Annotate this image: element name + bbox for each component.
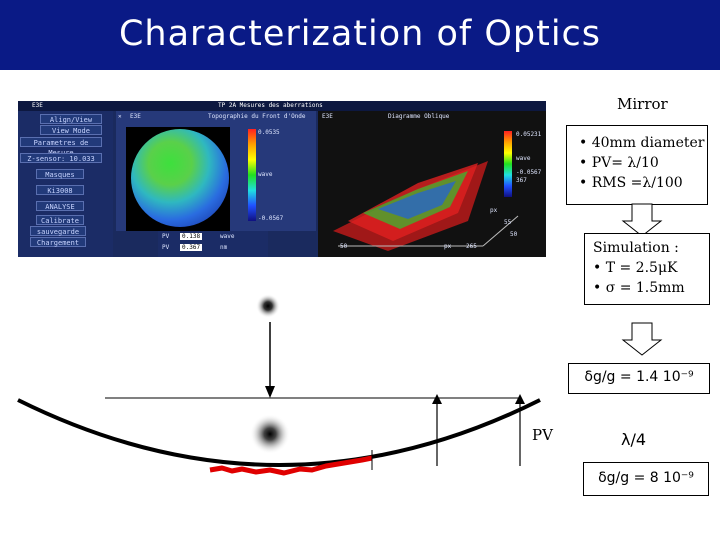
view-mode-button[interactable]: View Mode	[40, 125, 102, 135]
scale1-top: 0.0535	[258, 129, 280, 136]
wavefront-map	[131, 129, 229, 227]
scale1-bottom: -0.0567	[258, 215, 284, 222]
colorbar-2	[504, 131, 512, 197]
tick-a: 50	[340, 243, 348, 250]
scale2-extra: 367	[516, 177, 527, 184]
topography-panel: ✕ E3E Topographie du Front d'Onde 0.0535…	[116, 111, 316, 231]
title-bar: Characterization of Optics	[0, 0, 720, 70]
tick-c: 50	[510, 231, 518, 238]
pv-label-1: PV	[162, 233, 170, 240]
result-1-text: δg/g = 1.4 10⁻⁹	[584, 369, 694, 385]
spec-diameter: • 40mm diameter	[579, 135, 705, 151]
simulation-box: Simulation : • T = 2.5μK • σ = 1.5mm	[584, 233, 710, 305]
scale2-bottom: -0.0567	[516, 169, 542, 176]
analyse-button[interactable]: ANALYSE	[36, 201, 84, 211]
simulation-title: Simulation :	[593, 240, 679, 256]
lambda-quarter: λ/4	[621, 430, 647, 449]
menu-label: E3E	[32, 102, 43, 109]
align-view-button[interactable]: Align/View Mode	[40, 114, 102, 134]
panel2-title: Diagramme Oblique	[388, 113, 450, 120]
pv-value-2: 0.367	[180, 244, 203, 251]
screenshot-title-strip	[18, 101, 546, 111]
scale2-unit: wave	[516, 155, 531, 162]
ki3008-button[interactable]: Ki3008	[36, 185, 84, 195]
mirror-curve	[17, 398, 541, 467]
panel1-menu: E3E	[130, 113, 141, 120]
panel1-title: Topographie du Front d'Onde	[208, 113, 306, 120]
surface-plot	[333, 161, 519, 251]
scale1-unit: wave	[258, 171, 273, 178]
result-2-text: δg/g = 8 10⁻⁹	[598, 470, 694, 486]
mirror-diagram	[17, 294, 541, 476]
pv-readout: PV 0.138 wave PV 0.367 nm	[158, 231, 268, 257]
panel2-menu: E3E	[322, 113, 333, 120]
result-box-2: δg/g = 8 10⁻⁹	[583, 462, 709, 496]
sauvegarde-button[interactable]: sauvegarde	[30, 226, 86, 236]
z-sensor-field[interactable]: Z-sensor: 10.033	[20, 153, 102, 163]
slide-title: Characterization of Optics	[118, 14, 602, 54]
mirror-specs-box: • 40mm diameter • PV= λ/10 • RMS =λ/100	[566, 125, 708, 205]
spec-pv: • PV= λ/10	[579, 155, 659, 171]
atom-cloud-bottom	[250, 414, 290, 454]
down-arrow-1	[621, 203, 663, 237]
close-icon[interactable]: ✕	[118, 113, 122, 120]
scale2-top: 0.05231	[516, 131, 542, 138]
pv-diagram-label: PV	[532, 426, 553, 444]
software-screenshot: E3E TP 2A Mesures des aberrations Align/…	[18, 101, 546, 257]
pv-unit-1: wave	[220, 233, 235, 240]
axis-px-2: px	[444, 243, 452, 250]
mirror-label: Mirror	[617, 95, 668, 113]
chargement-button[interactable]: Chargement	[30, 237, 86, 247]
tick-d: 55	[504, 219, 512, 226]
oblique-panel: E3E Diagramme Oblique 0.05231 wave -0.05…	[318, 111, 546, 257]
atom-cloud-top	[256, 294, 280, 318]
down-arrow-2	[621, 322, 663, 356]
spec-rms: • RMS =λ/100	[579, 175, 683, 191]
calibrate-button[interactable]: Calibrate	[36, 215, 84, 225]
left-panel: Align/View Mode View Mode Parametres de …	[18, 111, 113, 257]
masques-button[interactable]: Masques	[36, 169, 84, 179]
simulation-temperature: • T = 2.5μK	[593, 260, 678, 276]
simulation-sigma: • σ = 1.5mm	[593, 280, 685, 296]
window-title: TP 2A Mesures des aberrations	[218, 102, 323, 109]
tick-b: 265	[466, 243, 477, 250]
result-box-1: δg/g = 1.4 10⁻⁹	[568, 363, 710, 394]
measured-red-curve	[209, 455, 373, 476]
pv-label-2: PV	[162, 244, 170, 251]
colorbar-1	[248, 129, 256, 221]
pv-value-1: 0.138	[180, 233, 203, 240]
parametres-button[interactable]: Parametres de Mesure	[20, 137, 102, 157]
axis-px-1: px	[490, 207, 498, 214]
pv-unit-2: nm	[220, 244, 228, 251]
